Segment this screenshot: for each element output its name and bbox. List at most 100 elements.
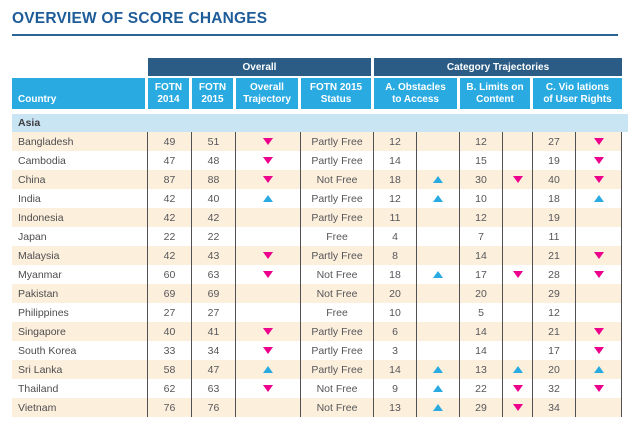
cell-obstacles-trajectory — [417, 265, 460, 284]
cell-status: Not Free — [301, 379, 374, 398]
cell-fotn-2014: 27 — [148, 303, 192, 322]
column-header-row: Country FOTN 2014 FOTN 2015 Overall Traj… — [12, 78, 622, 109]
cell-country: India — [12, 189, 148, 208]
column-header-overall-trajectory: Overall Trajectory — [236, 78, 301, 109]
cell-violations-value: 29 — [533, 284, 576, 303]
cell-fotn-2015: 88 — [192, 170, 236, 189]
table-row: Cambodia 47 48 Partly Free 14 15 19 — [12, 151, 622, 170]
cell-obstacles-trajectory — [417, 341, 460, 360]
cell-fotn-2014: 40 — [148, 322, 192, 341]
improvement-arrow-icon — [433, 271, 443, 278]
score-changes-table: Overall Category Trajectories Country FO… — [12, 58, 628, 417]
cell-violations-value: 32 — [533, 379, 576, 398]
region-section-asia: Asia — [12, 114, 628, 132]
cell-obstacles-value: 3 — [374, 341, 417, 360]
decline-arrow-icon — [593, 385, 604, 392]
cell-overall-trajectory — [236, 246, 301, 265]
improvement-arrow-icon — [433, 195, 443, 202]
cell-status: Partly Free — [301, 151, 374, 170]
cell-obstacles-value: 18 — [374, 170, 417, 189]
table-row: Japan 22 22 Free 4 7 11 — [12, 227, 622, 246]
cell-overall-trajectory — [236, 284, 301, 303]
column-header-fotn-2014: FOTN 2014 — [148, 78, 192, 109]
cell-limits-trajectory — [503, 265, 533, 284]
decline-arrow-icon — [593, 347, 604, 354]
cell-limits-value: 14 — [460, 341, 503, 360]
cell-violations-trajectory — [576, 303, 622, 322]
cell-fotn-2015: 63 — [192, 379, 236, 398]
cell-obstacles-trajectory — [417, 303, 460, 322]
cell-limits-trajectory — [503, 360, 533, 379]
column-header-violations-of-user-rights: C. Vio lations of User Rights — [533, 78, 622, 109]
cell-fotn-2014: 49 — [148, 132, 192, 151]
cell-fotn-2014: 58 — [148, 360, 192, 379]
cell-country: Thailand — [12, 379, 148, 398]
cell-status: Not Free — [301, 398, 374, 417]
decline-arrow-icon — [512, 176, 523, 183]
cell-obstacles-value: 8 — [374, 246, 417, 265]
cell-violations-trajectory — [576, 170, 622, 189]
cell-fotn-2015: 47 — [192, 360, 236, 379]
cell-obstacles-value: 10 — [374, 303, 417, 322]
cell-violations-value: 18 — [533, 189, 576, 208]
cell-violations-trajectory — [576, 379, 622, 398]
cell-limits-trajectory — [503, 303, 533, 322]
cell-violations-trajectory — [576, 208, 622, 227]
cell-obstacles-value: 6 — [374, 322, 417, 341]
decline-arrow-icon — [263, 385, 273, 392]
cell-obstacles-trajectory — [417, 151, 460, 170]
improvement-arrow-icon — [593, 366, 604, 373]
cell-limits-trajectory — [503, 208, 533, 227]
cell-country: China — [12, 170, 148, 189]
cell-limits-value: 17 — [460, 265, 503, 284]
cell-violations-trajectory — [576, 322, 622, 341]
cell-obstacles-trajectory — [417, 208, 460, 227]
cell-fotn-2015: 27 — [192, 303, 236, 322]
cell-obstacles-trajectory — [417, 246, 460, 265]
cell-fotn-2014: 62 — [148, 379, 192, 398]
decline-arrow-icon — [263, 157, 273, 164]
decline-arrow-icon — [512, 271, 523, 278]
cell-violations-trajectory — [576, 360, 622, 379]
improvement-arrow-icon — [433, 366, 443, 373]
cell-fotn-2014: 47 — [148, 151, 192, 170]
cell-obstacles-value: 12 — [374, 132, 417, 151]
cell-obstacles-value: 18 — [374, 265, 417, 284]
cell-overall-trajectory — [236, 227, 301, 246]
cell-limits-value: 29 — [460, 398, 503, 417]
cell-status: Free — [301, 227, 374, 246]
cell-overall-trajectory — [236, 170, 301, 189]
column-header-fotn-2015-status: FOTN 2015 Status — [301, 78, 374, 109]
cell-violations-trajectory — [576, 398, 622, 417]
cell-country: Indonesia — [12, 208, 148, 227]
cell-obstacles-trajectory — [417, 189, 460, 208]
cell-obstacles-value: 14 — [374, 151, 417, 170]
cell-violations-value: 19 — [533, 208, 576, 227]
table-row: Myanmar 60 63 Not Free 18 17 28 — [12, 265, 622, 284]
cell-fotn-2015: 22 — [192, 227, 236, 246]
table-row: Sri Lanka 58 47 Partly Free 14 13 20 — [12, 360, 622, 379]
decline-arrow-icon — [593, 252, 604, 259]
cell-limits-value: 5 — [460, 303, 503, 322]
improvement-arrow-icon — [433, 404, 443, 411]
decline-arrow-icon — [263, 176, 273, 183]
cell-country: Sri Lanka — [12, 360, 148, 379]
cell-limits-value: 7 — [460, 227, 503, 246]
cell-limits-trajectory — [503, 132, 533, 151]
cell-status: Partly Free — [301, 322, 374, 341]
cell-violations-value: 40 — [533, 170, 576, 189]
cell-obstacles-trajectory — [417, 360, 460, 379]
cell-limits-value: 13 — [460, 360, 503, 379]
cell-overall-trajectory — [236, 132, 301, 151]
cell-violations-value: 27 — [533, 132, 576, 151]
cell-status: Partly Free — [301, 132, 374, 151]
cell-obstacles-value: 9 — [374, 379, 417, 398]
cell-violations-trajectory — [576, 227, 622, 246]
cell-limits-trajectory — [503, 246, 533, 265]
decline-arrow-icon — [263, 271, 273, 278]
cell-obstacles-trajectory — [417, 132, 460, 151]
improvement-arrow-icon — [263, 366, 273, 373]
cell-fotn-2014: 76 — [148, 398, 192, 417]
cell-obstacles-trajectory — [417, 322, 460, 341]
cell-fotn-2015: 42 — [192, 208, 236, 227]
